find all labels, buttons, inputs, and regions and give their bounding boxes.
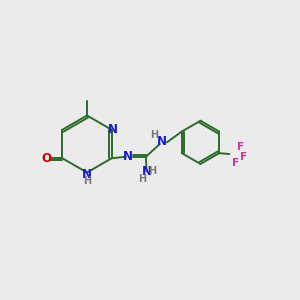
Text: H: H [83,176,91,186]
Text: H: H [148,167,156,176]
Text: N: N [123,150,133,163]
Text: F: F [237,142,244,152]
Text: O: O [42,152,52,165]
Text: N: N [157,135,167,148]
Text: F: F [240,152,247,162]
Text: N: N [108,123,118,136]
Text: H: H [150,130,158,140]
Text: H: H [138,174,146,184]
Text: F: F [232,158,240,168]
Text: N: N [82,167,92,181]
Text: N: N [142,165,152,178]
